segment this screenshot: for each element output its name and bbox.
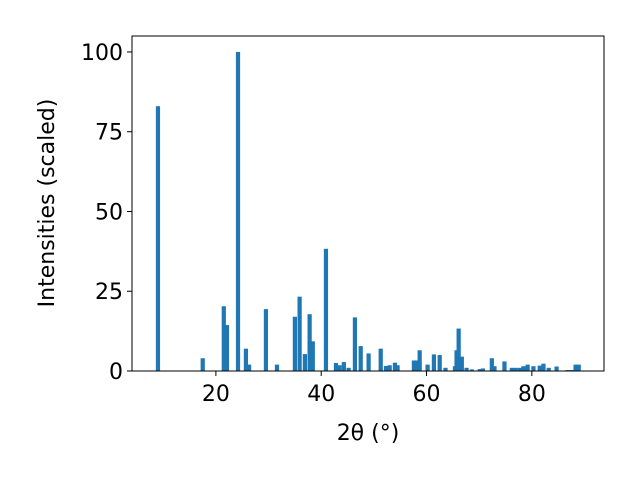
bar <box>521 366 526 371</box>
bar <box>383 365 389 371</box>
x-axis-label: 2θ (°) <box>337 421 400 446</box>
bar <box>292 316 297 371</box>
plot-area <box>155 51 581 371</box>
bar <box>235 51 241 371</box>
y-tick-label: 25 <box>95 280 123 305</box>
bar <box>358 346 363 371</box>
bar <box>502 361 507 371</box>
bar <box>378 348 383 371</box>
y-tick-label: 75 <box>95 121 123 146</box>
bar <box>392 362 398 371</box>
bar <box>243 348 249 371</box>
bar <box>307 314 312 371</box>
bar <box>417 350 422 371</box>
bar <box>554 366 559 371</box>
bar <box>464 367 469 371</box>
bar <box>509 367 514 371</box>
bar <box>456 328 461 371</box>
bar <box>489 358 494 371</box>
x-tick-label: 20 <box>202 382 230 407</box>
bar <box>437 355 442 371</box>
bar <box>546 367 551 371</box>
y-axis-label: Intensities (scaled) <box>35 99 60 308</box>
bar <box>431 354 437 371</box>
bar <box>477 369 482 371</box>
bar <box>411 360 417 371</box>
bar <box>310 341 315 371</box>
bar <box>341 362 346 371</box>
bar <box>459 356 464 371</box>
bar <box>443 367 448 371</box>
bar <box>246 364 252 371</box>
bar <box>492 366 497 371</box>
bar <box>297 296 302 371</box>
bar <box>155 106 161 371</box>
bar <box>387 365 392 371</box>
bar <box>531 366 536 371</box>
bar <box>425 364 430 371</box>
bar <box>469 369 474 371</box>
bar <box>537 365 542 371</box>
bar <box>352 317 358 371</box>
bar <box>576 364 581 371</box>
axes-frame <box>131 35 605 372</box>
x-tick-label: 60 <box>413 382 441 407</box>
bar <box>224 325 230 371</box>
y-tick-label: 50 <box>95 200 123 225</box>
bar <box>221 306 226 371</box>
bar <box>525 364 530 371</box>
y-tick-label: 100 <box>81 41 123 66</box>
bar <box>395 365 400 371</box>
bar <box>323 248 329 371</box>
bar <box>200 358 205 371</box>
bar <box>414 360 419 371</box>
x-tick-label: 80 <box>518 382 546 407</box>
bar <box>274 364 280 371</box>
x-tick-label: 40 <box>307 382 335 407</box>
bar <box>346 367 351 371</box>
bar <box>541 363 546 371</box>
bar <box>263 309 269 371</box>
bar <box>302 354 307 371</box>
bar <box>333 363 339 371</box>
bar <box>573 364 578 371</box>
y-tick-label: 0 <box>109 360 123 385</box>
bar <box>337 365 342 371</box>
bar <box>366 353 371 371</box>
bar <box>480 368 485 371</box>
bar <box>513 367 518 371</box>
bar <box>517 367 522 371</box>
